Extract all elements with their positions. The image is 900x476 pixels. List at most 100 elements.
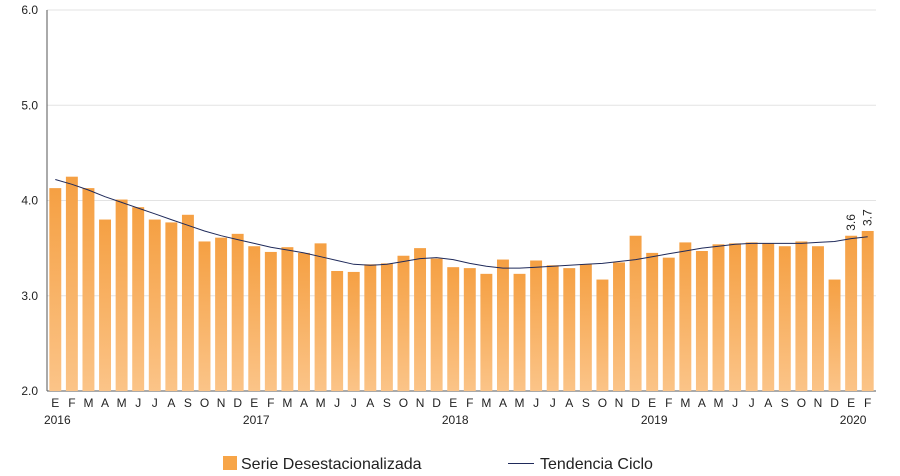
bar (546, 265, 559, 391)
data-label: 3.6 (844, 214, 858, 231)
x-tick-label: D (233, 396, 242, 410)
x-tick-label: A (300, 396, 308, 410)
legend-swatch-line (508, 463, 534, 464)
x-tick-label: D (432, 396, 441, 410)
x-tick-label: F (665, 396, 672, 410)
bar (530, 260, 543, 391)
x-tick-label: A (366, 396, 374, 410)
bar (248, 246, 261, 391)
bar (629, 235, 642, 391)
x-tick-label: O (399, 396, 408, 410)
x-tick-label: N (217, 396, 226, 410)
x-tick-label: D (830, 396, 839, 410)
legend-label-bars: Serie Desestacionalizada (241, 456, 422, 473)
x-tick-label: E (847, 396, 855, 410)
bar (745, 242, 758, 391)
bar (148, 219, 161, 391)
bar (264, 251, 277, 391)
x-tick-label: M (282, 396, 292, 410)
x-tick-label: O (598, 396, 607, 410)
x-tick-label: E (51, 396, 59, 410)
year-label: 2020 (840, 413, 867, 427)
bar (563, 268, 576, 391)
bar (463, 268, 476, 391)
x-tick-label: J (533, 396, 539, 410)
bar (828, 279, 841, 391)
legend-label-line: Tendencia Ciclo (540, 456, 653, 473)
bar (165, 222, 178, 391)
bar (82, 188, 95, 391)
bar (795, 241, 808, 391)
x-tick-label: F (466, 396, 473, 410)
bar (397, 255, 410, 391)
bar (430, 258, 443, 391)
x-tick-label: J (135, 396, 141, 410)
trend-line (55, 179, 868, 269)
x-tick-label: J (732, 396, 738, 410)
x-tick-label: E (250, 396, 258, 410)
bar (65, 176, 78, 391)
x-tick-label: M (680, 396, 690, 410)
y-tick-label: 5.0 (21, 98, 38, 112)
x-tick-label: S (383, 396, 391, 410)
legend-item-line: Tendencia Ciclo (508, 456, 653, 474)
x-tick-label: N (615, 396, 624, 410)
bar (49, 188, 62, 391)
x-tick-label: E (449, 396, 457, 410)
x-tick-label: O (200, 396, 209, 410)
bar (115, 199, 128, 391)
bar (132, 207, 145, 391)
year-label: 2017 (243, 413, 270, 427)
x-tick-label: M (316, 396, 326, 410)
bar (331, 270, 344, 391)
bar (729, 243, 742, 391)
x-tick-label: F (68, 396, 75, 410)
bar (646, 252, 659, 391)
bar (198, 241, 211, 391)
x-tick-label: M (117, 396, 127, 410)
x-tick-label: A (764, 396, 772, 410)
x-tick-label: A (499, 396, 507, 410)
bar (181, 214, 194, 391)
bar (662, 257, 675, 391)
x-tick-label: J (351, 396, 357, 410)
legend-item-bars: Serie Desestacionalizada (223, 456, 422, 474)
bar (364, 264, 377, 391)
legend: Serie Desestacionalizada Tendencia Ciclo (0, 456, 900, 476)
bar (762, 243, 775, 391)
y-tick-label: 2.0 (21, 384, 38, 398)
bar (215, 237, 228, 391)
bar (281, 247, 294, 391)
y-tick-label: 6.0 (21, 3, 38, 17)
bar (778, 246, 791, 391)
bar (812, 246, 824, 391)
bar (99, 219, 111, 391)
bar (314, 243, 327, 391)
bar (695, 250, 708, 391)
data-label: 3.7 (861, 209, 875, 226)
x-tick-label: A (167, 396, 175, 410)
x-tick-label: A (101, 396, 109, 410)
x-tick-label: F (864, 396, 871, 410)
x-tick-label: J (550, 396, 556, 410)
bar (596, 279, 609, 391)
bar (496, 259, 509, 391)
x-tick-label: M (83, 396, 93, 410)
bar (679, 242, 692, 391)
legend-swatch-bars (223, 456, 237, 470)
bar (414, 248, 427, 391)
y-tick-label: 3.0 (21, 289, 38, 303)
x-tick-label: S (184, 396, 192, 410)
x-tick-label: M (713, 396, 723, 410)
bar (380, 263, 393, 391)
bar (712, 244, 725, 391)
bar (347, 271, 360, 391)
x-tick-label: N (416, 396, 425, 410)
x-tick-label: A (698, 396, 706, 410)
x-tick-label: N (814, 396, 823, 410)
x-tick-label: J (334, 396, 340, 410)
bar (513, 273, 526, 391)
bar (480, 273, 493, 391)
x-tick-label: S (781, 396, 789, 410)
